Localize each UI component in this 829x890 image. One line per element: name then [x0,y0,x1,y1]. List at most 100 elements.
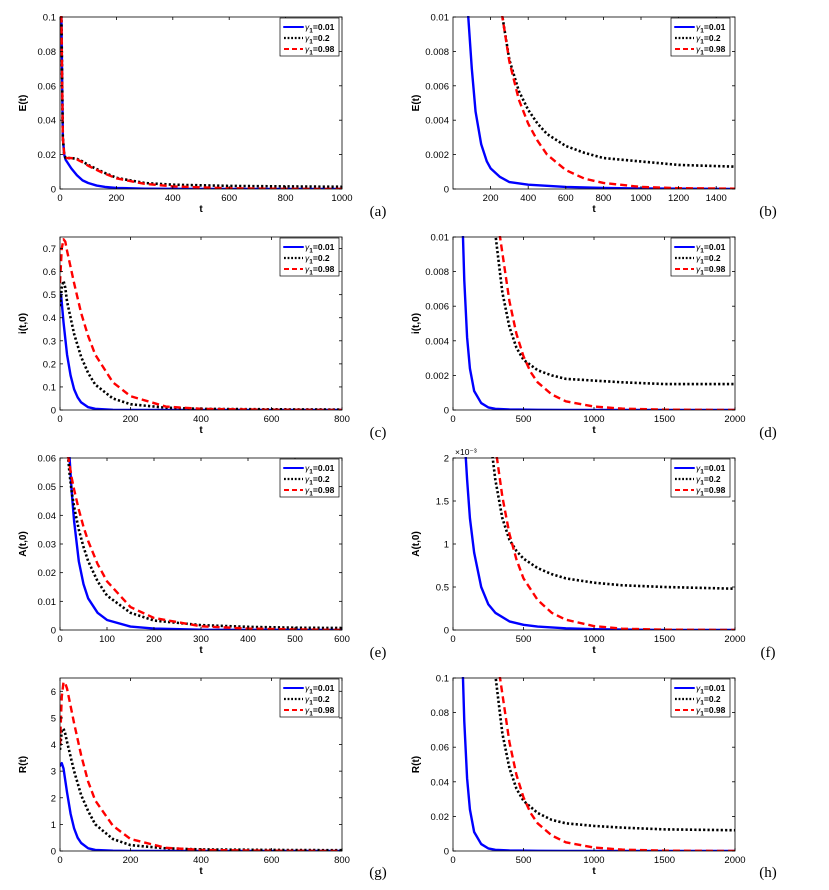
y-tick-label: 0.04 [38,511,57,522]
legend-label: γ1=0.2 [696,253,721,266]
legend-symbol: γ [305,683,310,693]
chart-panel-6: 0 500 1000 1500 2000 0 0.5 1 1.5 2 ×10⁻³ t A(t,0) (f)… [411,447,776,661]
y-tick-label: 0 [444,626,449,637]
legend-label: γ1=0.01 [305,242,335,255]
x-tick-label: 400 [193,855,209,866]
x-tick-label: 1500 [654,634,675,645]
x-axis-label: t [592,866,596,877]
x-tick-label: 200 [123,855,139,866]
y-tick-label: 4 [51,740,56,751]
x-tick-label: 400 [240,634,256,645]
x-tick-label: 0 [57,193,62,204]
y-tick-label: 0.01 [38,597,57,608]
panel-label: (c) [370,425,387,441]
legend-value: =0.98 [704,264,726,274]
legend-value: =0.98 [313,264,335,274]
legend-box [279,17,340,57]
legend-value: =0.98 [313,485,335,495]
y-tick-label: 0.01 [431,13,450,24]
x-tick-label: 600 [334,634,350,645]
x-tick-label: 1000 [583,634,604,645]
x-tick-label: 0 [450,634,455,645]
x-tick-label: 200 [146,634,162,645]
legend-symbol: γ [305,694,310,704]
legend-symbol: γ [696,463,701,473]
series-line-10-01 [464,457,735,630]
y-tick-label: 0.002 [425,150,449,161]
legend-symbol: γ [696,705,701,715]
y-tick-label: 0.06 [431,743,450,754]
legend-subscript: 1 [700,491,704,498]
legend-value: =0.2 [313,694,330,704]
legend-value: =0.01 [704,22,726,32]
x-tick-label: 100 [99,634,115,645]
series-line-10-2 [491,457,735,591]
legend-symbol: γ [696,264,701,274]
legend-value: =0.98 [313,44,335,54]
y-tick-label: 0 [51,185,56,196]
y-tick-label: 0.002 [425,371,449,382]
series-group [461,677,735,851]
y-tick-label: 0.08 [38,47,57,58]
x-tick-label: 800 [595,193,611,204]
x-tick-label: 500 [516,414,532,425]
series-line-10-2 [494,236,735,386]
legend-subscript: 1 [309,270,313,277]
series-line-10-98 [495,457,735,630]
x-tick-label: 200 [108,193,124,204]
legend-symbol: γ [696,33,701,43]
legend-value: =0.01 [313,242,335,252]
legend-subscript: 1 [700,259,704,266]
legend-subscript: 1 [700,50,704,57]
panel-label: (h) [759,865,777,881]
legend-value: =0.98 [704,485,726,495]
legend-label: γ1=0.98 [305,264,335,277]
y-tick-label: 0 [444,847,449,858]
legend-value: =0.01 [313,683,335,693]
legend-symbol: γ [305,705,310,715]
legend-symbol: γ [305,463,310,473]
legend-label: γ1=0.01 [696,463,726,476]
legend-symbol: γ [696,694,701,704]
legend-box [279,237,340,277]
legend-label: γ1=0.01 [305,22,335,35]
series-group [461,236,735,410]
x-axis-label: t [199,204,203,215]
y-tick-label: 1 [51,820,56,831]
y-tick-label: 0.004 [425,116,449,127]
legend-value: =0.2 [313,253,330,263]
y-tick-label: 0.02 [431,812,450,823]
legend-symbol: γ [305,485,310,495]
legend-subscript: 1 [309,689,313,696]
y-tick-label: 0.008 [425,47,449,58]
legend-box [670,678,731,718]
x-tick-label: 0 [57,634,62,645]
series-line-10-98 [60,238,342,410]
y-tick-label: 0.4 [43,313,56,324]
legend-symbol: γ [305,242,310,252]
series-line-10-2 [60,16,342,189]
chart-panel-7: 0 200 400 600 8000123456tR(t)(g)γ1=0.01γ1=0.… [18,677,387,881]
legend-box [279,458,340,498]
series-line-10-01 [68,457,342,630]
legend-subscript: 1 [700,480,704,487]
y-tick-label: 0.1 [43,382,56,393]
legend-symbol: γ [696,44,701,54]
legend-symbol: γ [696,22,701,32]
legend-symbol: γ [696,485,701,495]
legend-subscript: 1 [700,711,704,718]
legend-symbol: γ [696,242,701,252]
series-line-10-98 [67,457,342,630]
y-tick-label: 0.7 [43,244,56,255]
x-tick-label: 500 [287,634,303,645]
x-axis-label: t [199,425,203,436]
legend-symbol: γ [305,33,310,43]
series-line-10-01 [60,293,342,410]
y-tick-label: 0.05 [38,482,57,493]
y-tick-label: 0.06 [38,454,57,465]
